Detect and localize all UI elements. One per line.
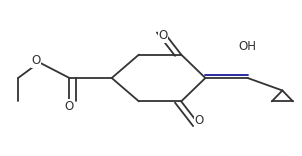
Text: O: O [32,54,41,67]
Text: OH: OH [239,40,257,53]
Text: O: O [195,114,204,127]
Text: O: O [159,29,168,42]
Text: O: O [65,100,74,113]
